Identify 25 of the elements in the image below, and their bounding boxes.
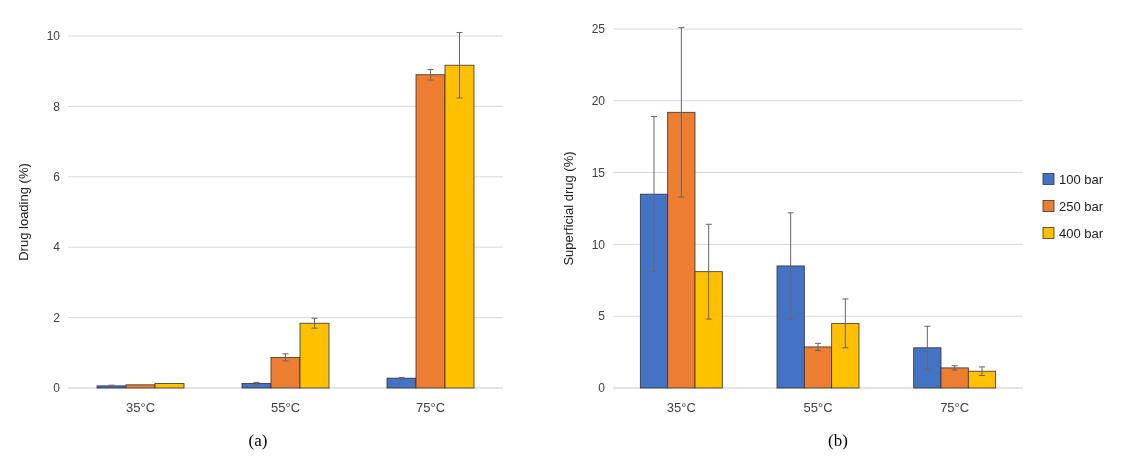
legend-label: 100 bar	[1059, 172, 1104, 188]
y-tick-label: 10	[591, 237, 606, 252]
x-tick-label: 55°C	[803, 400, 833, 415]
x-tick-label: 75°C	[940, 400, 970, 415]
x-tick-label: 55°C	[270, 400, 301, 415]
y-tick-label: 0	[53, 381, 61, 396]
x-tick-label: 35°C	[125, 400, 156, 415]
text: (a)	[248, 431, 268, 450]
y-tick-label: 8	[53, 99, 61, 114]
y-axis-title: Superficial drug (%)	[561, 151, 576, 266]
y-axis-title: Drug loading (%)	[16, 163, 31, 261]
y-tick-label: 6	[53, 170, 61, 184]
x-tick-label: 35°C	[666, 400, 696, 415]
y-tick-label: 15	[591, 165, 606, 180]
y-tick-label: 0	[598, 381, 606, 396]
y-tick-label: 4	[53, 240, 61, 255]
legend-label: 400 bar	[1059, 226, 1104, 242]
y-tick-label: 20	[591, 94, 606, 108]
legend-label: 250 bar	[1059, 199, 1104, 215]
text: (b)	[828, 431, 848, 450]
y-tick-label: 5	[598, 309, 606, 324]
y-tick-label: 10	[46, 29, 61, 44]
x-tick-label: 75°C	[415, 400, 446, 415]
y-tick-label: 2	[53, 310, 61, 325]
y-tick-label: 25	[591, 22, 606, 37]
